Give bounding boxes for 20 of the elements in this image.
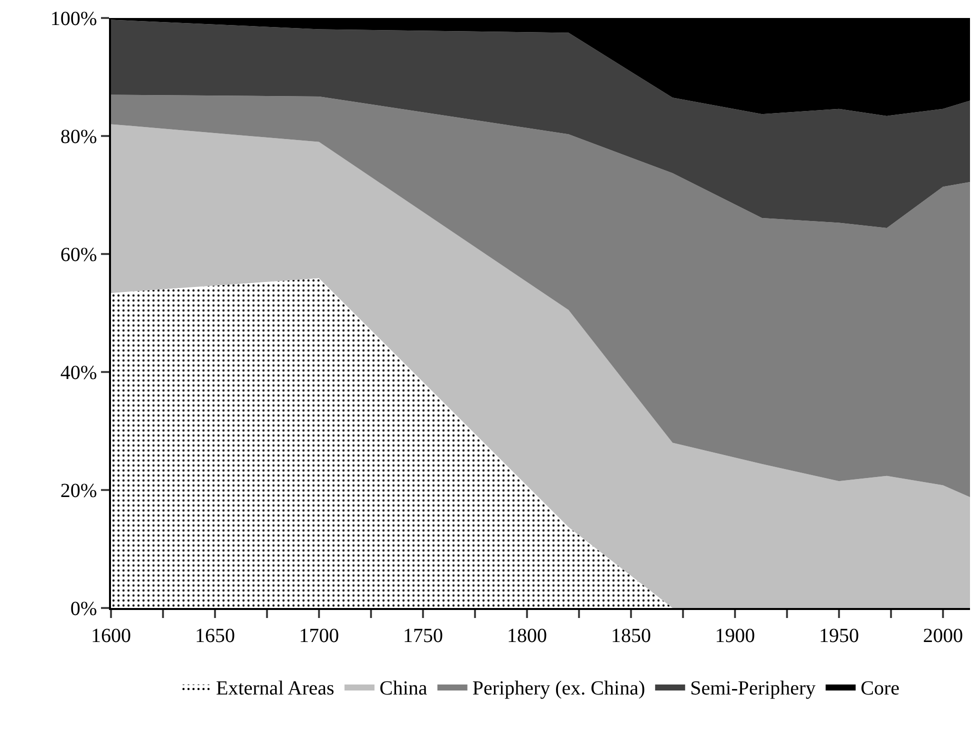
y-tick-label: 0% [70, 598, 97, 620]
legend-label: Core [860, 677, 900, 700]
x-tick-label: 1750 [402, 625, 443, 647]
y-tick-label: 80% [60, 126, 97, 148]
legend-label: Semi-Periphery [690, 677, 816, 700]
x-tick-label: 1950 [818, 625, 859, 647]
y-tick-label: 20% [60, 480, 97, 502]
x-tick-label: 1900 [714, 625, 755, 647]
x-tick-label: 1600 [91, 625, 131, 647]
x-tick-label: 1800 [506, 625, 547, 647]
legend-label: External Areas [216, 677, 334, 700]
y-tick-label: 40% [60, 362, 97, 384]
y-tick-label: 100% [50, 8, 97, 30]
x-tick-label: 1650 [195, 625, 235, 647]
y-tick-label: 60% [60, 244, 97, 266]
x-tick-label: 2000 [922, 625, 963, 647]
legend-label: China [380, 677, 428, 700]
legend-label: Periphery (ex. China) [472, 677, 646, 700]
x-tick-label: 1700 [298, 625, 339, 647]
x-tick-label: 1850 [610, 625, 651, 647]
